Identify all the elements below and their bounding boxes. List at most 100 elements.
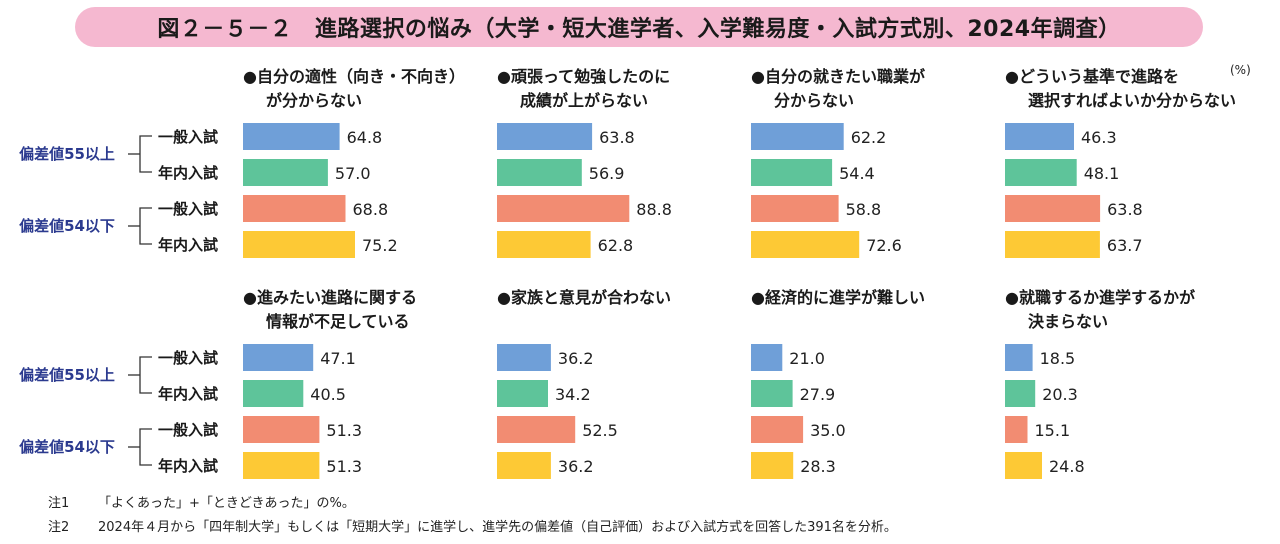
note-1-number: 注1 (48, 496, 70, 511)
type-label-r1-3: 一般入試 (158, 200, 219, 218)
bar (1005, 159, 1077, 186)
bar (751, 123, 844, 150)
chart-title-line: ●進みたい進路に関する (243, 288, 417, 307)
chart-title-line: 成績が上がらない (520, 91, 649, 110)
bar (1005, 195, 1101, 222)
chart-title-line: 分からない (774, 91, 855, 110)
bar-chart: 36.2 34.2 52.5 36.2 (497, 344, 618, 479)
chart-panel-5: ●進みたい進路に関する 情報が不足している 47.1 40.5 51.3 51.3 (243, 286, 503, 486)
bar (1005, 380, 1036, 407)
bar (751, 380, 793, 407)
bar (751, 195, 839, 222)
bar-chart: 18.5 20.3 15.1 24.8 (1005, 344, 1085, 479)
bar (751, 416, 804, 443)
group-label-bottom-row2: 偏差値54以下 (19, 438, 115, 456)
bar-value-label: 68.8 (353, 200, 389, 219)
chart-title-line: ●自分の就きたい職業が (751, 67, 925, 86)
bar-value-label: 57.0 (335, 164, 371, 183)
note-2-text: 2024年４月から「四年制大学」もしくは「短期大学」に進学し、進学先の偏差値（自… (98, 520, 897, 535)
bar-value-label: 72.6 (866, 236, 902, 255)
bar-value-label: 88.8 (636, 200, 672, 219)
figure-title: 図２－５－２ 進路選択の悩み（大学・短大進学者、入学難易度・入試方式別、2024… (75, 7, 1203, 47)
chart-title-line: ●自分の適性（向き・不向き） (243, 67, 465, 86)
bar-value-label: 28.3 (800, 457, 836, 476)
type-label-r2-2: 年内入試 (158, 385, 219, 403)
figure-title-text: 図２－５－２ 進路選択の悩み（大学・短大進学者、入学難易度・入試方式別、2024… (157, 17, 1121, 42)
bar-value-label: 21.0 (789, 349, 825, 368)
bar-value-label: 18.5 (1040, 349, 1076, 368)
bar-chart: 47.1 40.5 51.3 51.3 (243, 344, 362, 479)
bar (1005, 231, 1100, 258)
chart-title: ●どういう基準で進路を 選択すればよいか分からない (1005, 65, 1265, 113)
bar-chart: 64.8 57.0 68.8 75.2 (243, 123, 398, 258)
bar-value-label: 48.1 (1084, 164, 1120, 183)
chart-title: ●就職するか進学するかが決まらない (1005, 286, 1265, 334)
bar-value-label: 35.0 (810, 421, 846, 440)
bar (497, 452, 551, 479)
bar (243, 380, 304, 407)
bar-chart: 21.0 27.9 35.0 28.3 (751, 344, 846, 479)
bar (243, 123, 340, 150)
note-1-text: 「よくあった」+「ときどきあった」の%。 (98, 496, 355, 511)
bar (243, 231, 355, 258)
chart-title: ●進みたい進路に関する 情報が不足している (243, 286, 503, 334)
bar-value-label: 62.2 (851, 128, 887, 147)
bar-value-label: 64.8 (347, 128, 383, 147)
bar (1005, 344, 1033, 371)
chart-title-line: 決まらない (1028, 312, 1109, 331)
bar-value-label: 75.2 (362, 236, 398, 255)
bar-value-label: 47.1 (320, 349, 356, 368)
bar-value-label: 36.2 (558, 457, 594, 476)
chart-panel-3: ●自分の就きたい職業が分からない 62.2 54.4 58.8 72.6 (751, 65, 1011, 265)
chart-title: ●家族と意見が合わない (497, 286, 757, 310)
type-label-r1-1: 一般入試 (158, 128, 219, 146)
group-label-top-row1: 偏差値55以上 (19, 145, 115, 163)
bar (751, 344, 783, 371)
bar (751, 452, 794, 479)
chart-title: ●自分の適性（向き・不向き） が分からない (243, 65, 503, 113)
bar (243, 195, 346, 222)
bar-chart: 46.3 48.1 63.8 63.7 (1005, 123, 1143, 258)
chart-title: ●経済的に進学が難しい (751, 286, 1011, 310)
type-label-r2-1: 一般入試 (158, 349, 219, 367)
bar-value-label: 27.9 (800, 385, 836, 404)
bar (751, 231, 860, 258)
bar-value-label: 62.8 (598, 236, 634, 255)
bar-value-label: 63.8 (599, 128, 635, 147)
bar-value-label: 56.9 (589, 164, 625, 183)
group-label-bottom-row1: 偏差値54以下 (19, 217, 115, 235)
bar-value-label: 36.2 (558, 349, 594, 368)
bar-value-label: 40.5 (310, 385, 346, 404)
chart-panel-8: ●就職するか進学するかが決まらない 18.5 20.3 15.1 24.8 (1005, 286, 1265, 486)
note-2: 注2 2024年４月から「四年制大学」もしくは「短期大学」に進学し、進学先の偏差値… (48, 516, 897, 535)
type-label-r2-3: 一般入試 (158, 421, 219, 439)
chart-panel-4: ●どういう基準で進路を 選択すればよいか分からない 46.3 48.1 63.8 63.7 (1005, 65, 1265, 265)
chart-title: ●自分の就きたい職業が分からない (751, 65, 1011, 113)
bar (497, 123, 593, 150)
bar-value-label: 63.8 (1107, 200, 1143, 219)
type-label-r2-4: 年内入試 (158, 457, 219, 475)
bar-value-label: 51.3 (326, 421, 362, 440)
bar-value-label: 24.8 (1049, 457, 1085, 476)
bar (1005, 452, 1042, 479)
bar-value-label: 51.3 (326, 457, 362, 476)
bar (243, 452, 320, 479)
bar-value-label: 46.3 (1081, 128, 1117, 147)
bar-value-label: 63.7 (1107, 236, 1143, 255)
chart-panel-7: ●経済的に進学が難しい 21.0 27.9 35.0 28.3 (751, 286, 1011, 486)
bar (1005, 416, 1028, 443)
bar (497, 380, 548, 407)
unit-label: (%) (1230, 63, 1251, 77)
chart-title-line: ●就職するか進学するかが (1005, 288, 1195, 307)
type-label-r1-4: 年内入試 (158, 236, 219, 254)
bar-value-label: 15.1 (1035, 421, 1071, 440)
bar-value-label: 20.3 (1042, 385, 1078, 404)
bar-chart: 63.8 56.9 88.862.8 (497, 123, 672, 258)
bar (1005, 123, 1074, 150)
chart-panel-2: ●頑張って勉強したのに 成績が上がらない 63.8 56.9 88.8 62.8 (497, 65, 757, 265)
bar (751, 159, 833, 186)
chart-title: ●頑張って勉強したのに 成績が上がらない (497, 65, 757, 113)
bar (243, 344, 314, 371)
group-label-top-row2: 偏差値55以上 (19, 366, 115, 384)
bar-chart: 62.2 54.4 58.8 72.6 (751, 123, 902, 258)
